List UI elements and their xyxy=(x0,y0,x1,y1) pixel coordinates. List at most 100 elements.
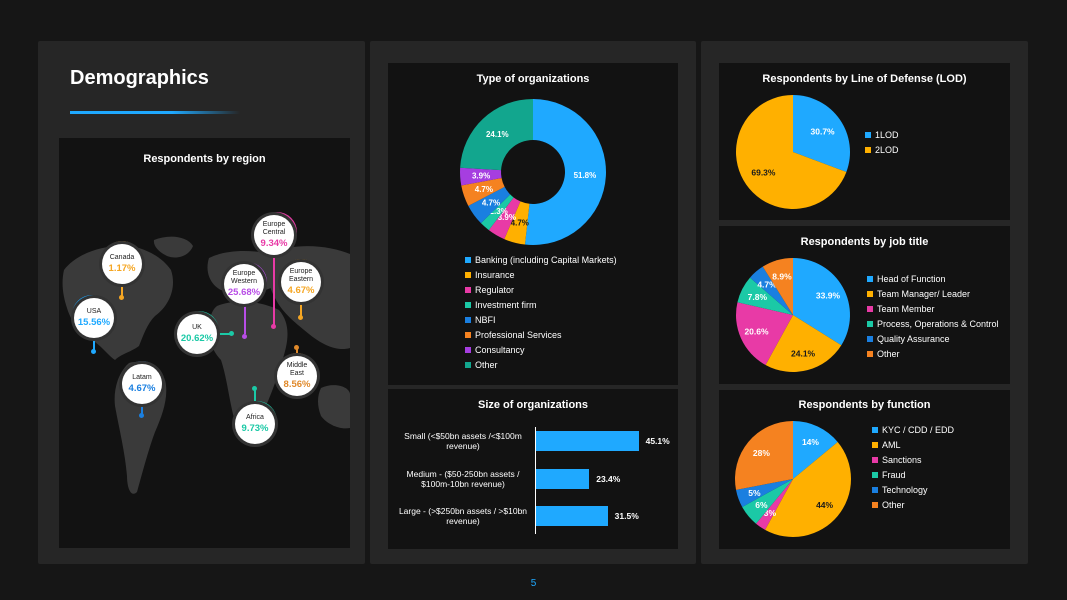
pie-slice-4[interactable] xyxy=(468,186,511,224)
pin-middle-east[interactable]: Middle East 8.56% xyxy=(277,356,317,396)
canada-pin-dot xyxy=(119,295,124,300)
legend-swatch xyxy=(465,346,471,353)
legend-swatch xyxy=(867,320,873,327)
pie-slice-3[interactable] xyxy=(737,277,793,315)
bar-0[interactable] xyxy=(536,431,639,451)
legend-item: KYC / CDD / EDD xyxy=(872,422,954,437)
pin-canada[interactable]: Canada 1.17% xyxy=(102,244,142,284)
legend-item: Investment firm xyxy=(465,297,617,312)
pie-slice-4[interactable] xyxy=(736,479,793,507)
legend-swatch xyxy=(867,350,873,357)
pie-slice-3[interactable] xyxy=(480,194,514,231)
legend-label: 1LOD xyxy=(875,129,899,140)
pie-slice-7[interactable] xyxy=(460,99,533,171)
pie-slice-3[interactable] xyxy=(742,479,793,524)
pie-slice-5[interactable] xyxy=(461,177,505,206)
bar-1[interactable] xyxy=(536,469,590,489)
pin-middle-east-label: Middle East xyxy=(286,362,308,377)
pin-europe-central[interactable]: Europe Central 9.34% xyxy=(254,215,294,255)
bar-category-label: Medium - ($50-250bn assets / $100m-10bn … xyxy=(406,469,520,489)
panel-demographics: Demographics Respondents by region Canad… xyxy=(38,41,365,564)
pin-middle-east-value: 8.56% xyxy=(283,379,311,390)
latam-pin-dot xyxy=(139,413,144,418)
pin-europe-eastern-label: Europe Eastern xyxy=(288,268,314,283)
pie-slice-1[interactable] xyxy=(736,95,847,209)
lod-legend: 1LOD 2LOD xyxy=(865,127,899,157)
chart-title: Respondents by function xyxy=(798,399,931,411)
slice-label-4: 4.7% xyxy=(757,280,777,290)
legend-swatch xyxy=(872,486,878,493)
legend-item: Team Member xyxy=(867,301,999,316)
legend-label: 2LOD xyxy=(875,144,899,155)
legend-label: Quality Assurance xyxy=(877,333,950,344)
pie-slice-1[interactable] xyxy=(765,315,842,372)
pie-slice-2[interactable] xyxy=(488,197,521,240)
jobtitle-card: Respondents by job title 33.9% 24.1% 20.6%… xyxy=(719,226,1010,384)
slice-label-1: 4.7% xyxy=(511,218,529,227)
slice-label-0: 14% xyxy=(802,437,819,447)
pie-slice-2[interactable] xyxy=(756,479,793,530)
legend-label: Other xyxy=(475,359,498,370)
legend-swatch xyxy=(465,256,471,263)
middle-east-pin-dot xyxy=(294,345,299,350)
slice-label-2: 3% xyxy=(764,508,777,518)
legend-item: Head of Function xyxy=(867,271,999,286)
legend-swatch xyxy=(867,290,873,297)
pie-slice-2[interactable] xyxy=(736,302,793,365)
legend-label: Regulator xyxy=(475,284,515,295)
legend-label: Process, Operations & Control xyxy=(877,318,999,329)
legend-swatch xyxy=(872,456,878,463)
legend-swatch xyxy=(867,305,873,312)
legend-swatch xyxy=(465,316,471,323)
page-title: Demographics xyxy=(70,67,209,89)
pin-europe-western[interactable]: Europe Western 25.68% xyxy=(224,264,264,304)
legend-item: Fraud xyxy=(872,467,954,482)
pie-slice-5[interactable] xyxy=(735,421,793,490)
pie-slice-0[interactable] xyxy=(793,421,838,479)
slice-label-5: 28% xyxy=(753,448,770,458)
pin-africa-label: Africa xyxy=(246,414,264,421)
legend-swatch xyxy=(865,131,871,138)
pin-europe-eastern[interactable]: Europe Eastern 4.67% xyxy=(281,262,321,302)
africa-pin-dot xyxy=(252,386,257,391)
slice-label-1: 69.3% xyxy=(751,168,776,178)
uk-pin-stem xyxy=(217,333,231,335)
slice-label-1: 44% xyxy=(816,500,833,510)
pie-slice-5[interactable] xyxy=(762,258,793,315)
jobtitle-legend: Head of Function Team Manager/ Leader Team… xyxy=(867,271,999,361)
legend-item: Sanctions xyxy=(872,452,954,467)
function-legend: KYC / CDD / EDD AML Sanctions Fraud Technolo… xyxy=(872,422,954,512)
pin-usa-label: USA xyxy=(86,308,102,315)
pie-slice-0[interactable] xyxy=(524,99,607,245)
legend-swatch xyxy=(872,471,878,478)
legend-label: KYC / CDD / EDD xyxy=(882,424,955,435)
pin-uk[interactable]: UK 20.62% xyxy=(177,314,217,354)
legend-label: Technology xyxy=(882,484,928,495)
pie-slice-4[interactable] xyxy=(750,266,793,315)
legend-item: Regulator xyxy=(465,282,617,297)
legend-swatch xyxy=(867,275,873,282)
legend-swatch xyxy=(465,286,471,293)
lod-card: Respondents by Line of Defense (LOD) 30.… xyxy=(719,63,1010,220)
legend-item: NBFI xyxy=(465,312,617,327)
pie-slice-0[interactable] xyxy=(793,95,850,172)
legend-swatch xyxy=(465,301,471,308)
latam-pin-stem xyxy=(141,404,143,414)
bar-2[interactable] xyxy=(536,506,608,526)
pin-latam[interactable]: Latam 4.67% xyxy=(122,364,162,404)
legend-swatch xyxy=(872,426,878,433)
chart-title: Respondents by Line of Defense (LOD) xyxy=(762,73,967,85)
pie-slice-6[interactable] xyxy=(460,167,502,186)
legend-label: Team Manager/ Leader xyxy=(877,288,971,299)
pie-slice-1[interactable] xyxy=(765,442,851,537)
pin-europe-eastern-value: 4.67% xyxy=(287,285,315,296)
chart-title: Respondents by job title xyxy=(800,236,929,248)
pin-usa[interactable]: USA 15.56% xyxy=(74,298,114,338)
pie-slice-1[interactable] xyxy=(504,201,530,245)
pie-slice-0[interactable] xyxy=(793,258,850,346)
pin-africa[interactable]: Africa 9.73% xyxy=(235,404,275,444)
legend-label: Fraud xyxy=(882,469,906,480)
legend-item: Insurance xyxy=(465,267,617,282)
legend-item: Process, Operations & Control xyxy=(867,316,999,331)
slice-label-5: 8.9% xyxy=(772,272,792,282)
